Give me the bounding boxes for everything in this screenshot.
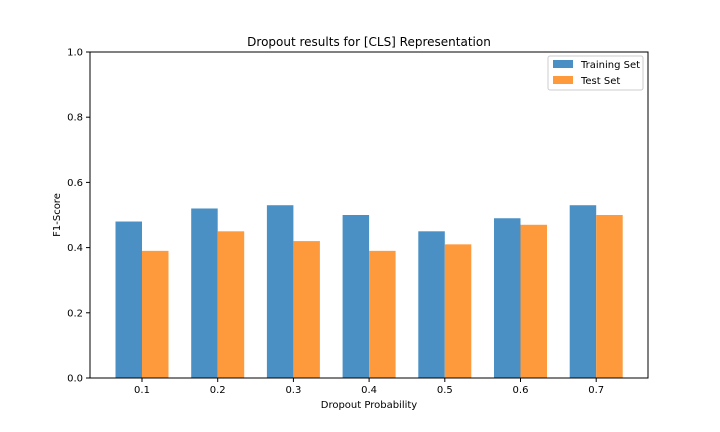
legend: Training Set Test Set	[547, 55, 644, 91]
y-axis: 0.0 0.2 0.4 0.6 0.8 1.0	[67, 48, 90, 385]
x-tick-label: 0.1	[134, 385, 150, 396]
bars-layer	[115, 205, 623, 378]
y-tick-label: 0.6	[67, 178, 83, 189]
bar-training-set-0.2	[191, 208, 218, 378]
x-tick-label: 0.2	[210, 385, 226, 396]
y-tick-label: 1.0	[67, 48, 83, 59]
legend-label-training-set: Training Set	[580, 60, 640, 71]
bar-test-set-0.1	[142, 250, 169, 378]
x-tick-label: 0.3	[285, 385, 301, 396]
x-axis-label: Dropout Probability	[321, 400, 418, 411]
x-tick-label: 0.4	[361, 385, 377, 396]
x-tick-label: 0.6	[513, 385, 529, 396]
legend-label-test-set: Test Set	[580, 76, 620, 87]
y-tick-label: 0.2	[67, 308, 83, 319]
bar-test-set-0.5	[444, 244, 472, 378]
bar-test-set-0.2	[217, 231, 245, 378]
chart-title: Dropout results for [CLS] Representation	[247, 35, 491, 49]
x-axis: 0.1 0.2 0.3 0.4 0.5 0.6 0.7	[134, 378, 604, 396]
x-tick-label: 0.5	[437, 385, 453, 396]
y-tick-label: 0.0	[67, 374, 83, 385]
bar-test-set-0.7	[596, 215, 623, 378]
bar-training-set-0.3	[266, 205, 294, 378]
x-tick-label: 0.7	[588, 385, 604, 396]
bar-training-set-0.4	[342, 215, 370, 378]
y-tick-label: 0.4	[67, 243, 83, 254]
legend-swatch-test-set	[553, 76, 573, 84]
bar-training-set-0.5	[418, 231, 445, 378]
bar-training-set-0.1	[115, 221, 142, 378]
bar-test-set-0.3	[293, 241, 320, 378]
bar-training-set-0.6	[494, 218, 521, 378]
legend-swatch-training-set	[553, 60, 573, 68]
bar-test-set-0.6	[520, 224, 547, 378]
y-axis-label: F1-Score	[52, 193, 63, 237]
bar-test-set-0.4	[369, 250, 396, 378]
bar-training-set-0.7	[569, 205, 597, 378]
y-tick-label: 0.8	[67, 113, 83, 124]
